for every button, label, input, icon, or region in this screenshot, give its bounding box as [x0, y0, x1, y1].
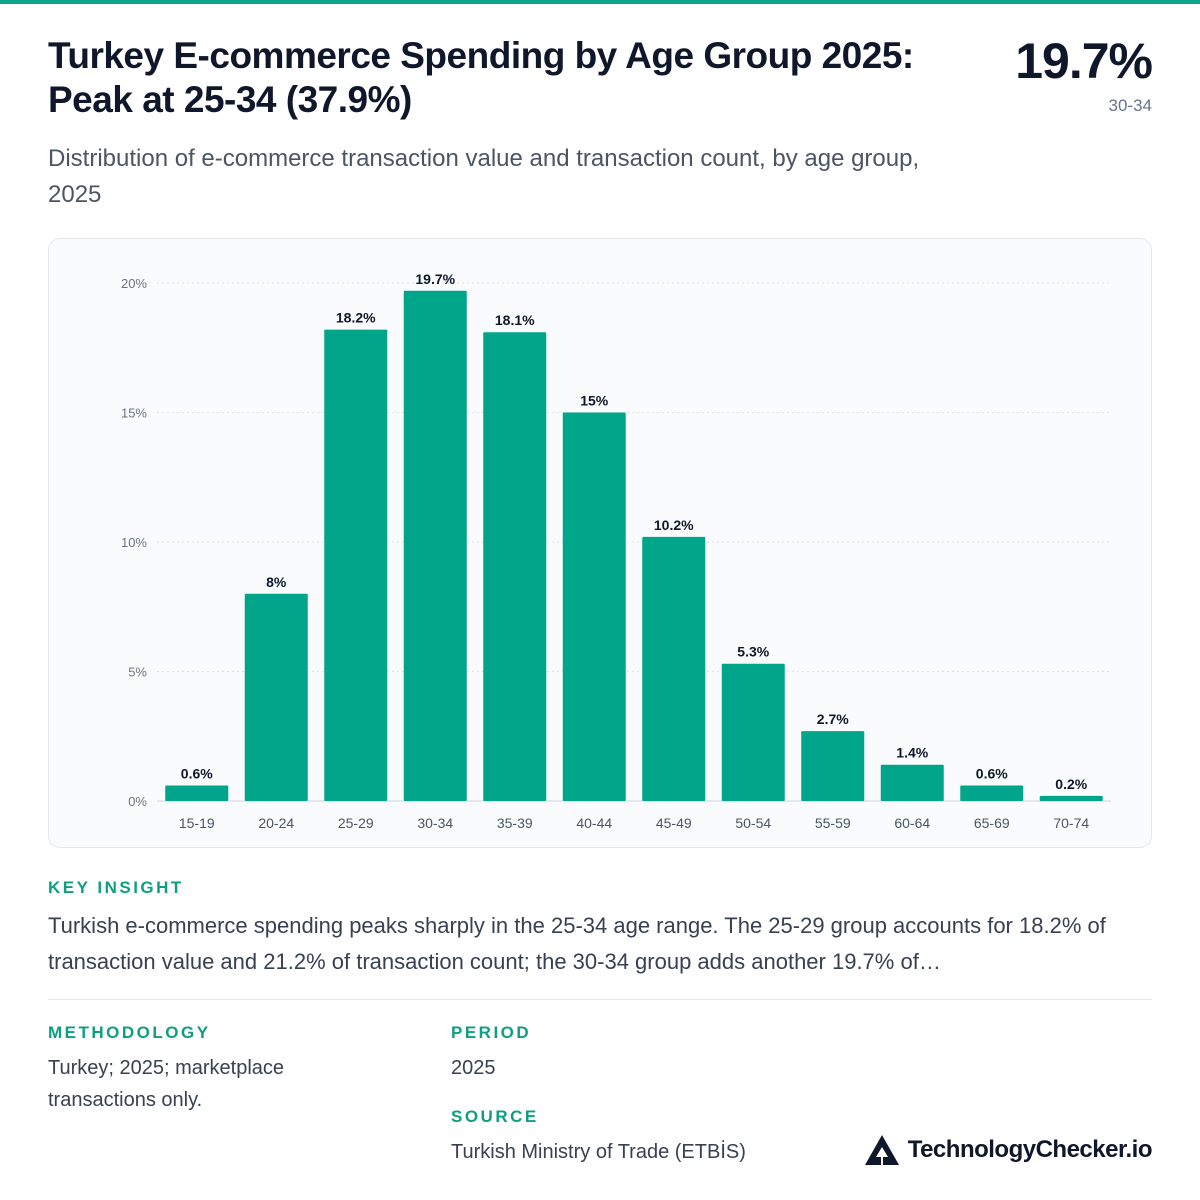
divider [48, 999, 1152, 1000]
bar-value-label: 0.6% [181, 765, 213, 781]
bar [244, 593, 308, 801]
bar-value-label: 10.2% [654, 517, 694, 533]
x-tick-label: 55-59 [815, 815, 851, 831]
y-tick-label: 5% [128, 665, 147, 680]
methodology-label: METHODOLOGY [48, 1023, 211, 1042]
x-tick-label: 30-34 [417, 815, 453, 831]
headline-stat-label: 30-34 [1108, 96, 1152, 115]
bar [721, 663, 785, 801]
chart-subtitle: Distribution of e-commerce transaction v… [48, 145, 920, 208]
x-tick-label: 50-54 [735, 815, 771, 831]
x-tick-label: 35-39 [497, 815, 533, 831]
headline-stat-value: 19.7% [1015, 33, 1153, 89]
bar-value-label: 15% [580, 393, 609, 409]
title-line-1: Turkey E-commerce Spending by Age Group … [48, 35, 914, 76]
source-label: SOURCE [451, 1107, 539, 1126]
bar [801, 731, 865, 801]
x-tick-label: 65-69 [974, 815, 1010, 831]
insight-label: KEY INSIGHT [48, 878, 184, 897]
bar-value-label: 18.1% [495, 312, 535, 328]
chart-card: 0% 5% 10% 15% 20% 0.6% 15-19 8% 20-24 18.2% 25-29 1… [48, 238, 1152, 848]
period-label: PERIOD [451, 1023, 532, 1042]
bar [403, 290, 467, 801]
brand-logo: TechnologyChecker.io [864, 1134, 1153, 1166]
triangle-logo-icon [864, 1135, 899, 1165]
bar-value-label: 2.7% [817, 711, 849, 727]
title-line-2: Peak at 25-34 (37.9%) [48, 79, 412, 120]
bar-value-label: 0.6% [976, 765, 1008, 781]
bar [324, 329, 388, 801]
bar [642, 536, 706, 801]
y-tick-label: 15% [121, 406, 147, 421]
source-text: Turkish Ministry of Trade (ETBİS) [451, 1141, 746, 1163]
x-tick-label: 25-29 [338, 815, 374, 831]
period-text: 2025 [451, 1057, 496, 1079]
top-accent-bar [0, 0, 1200, 4]
bar-value-label: 8% [266, 574, 287, 590]
x-tick-label: 15-19 [179, 815, 215, 831]
bar [483, 332, 547, 801]
y-tick-label: 20% [121, 276, 147, 291]
bar-value-label: 18.2% [336, 310, 376, 326]
x-tick-label: 60-64 [894, 815, 930, 831]
bar-chart: 0% 5% 10% 15% 20% 0.6% 15-19 8% 20-24 18.2% 25-29 1… [121, 271, 1111, 831]
bar-value-label: 19.7% [415, 271, 455, 287]
y-tick-label: 0% [128, 794, 147, 809]
y-tick-label: 10% [121, 535, 147, 550]
x-tick-label: 20-24 [258, 815, 294, 831]
x-tick-label: 70-74 [1053, 815, 1089, 831]
bar-value-label: 0.2% [1055, 776, 1087, 792]
bar [880, 764, 944, 801]
bar [562, 412, 626, 801]
bar-value-label: 1.4% [896, 745, 928, 761]
x-tick-label: 40-44 [576, 815, 612, 831]
methodology-text: Turkey; 2025; marketplace transactions o… [48, 1057, 285, 1111]
brand-name: TechnologyChecker.io [907, 1136, 1153, 1163]
x-tick-label: 45-49 [656, 815, 692, 831]
bar [165, 785, 229, 801]
insight-text: Turkish e-commerce spending peaks sharpl… [48, 913, 1106, 974]
page-title: Turkey E-commerce Spending by Age Group … [48, 34, 978, 122]
bar [1039, 795, 1103, 801]
bar [960, 785, 1024, 801]
bar-value-label: 5.3% [737, 644, 769, 660]
